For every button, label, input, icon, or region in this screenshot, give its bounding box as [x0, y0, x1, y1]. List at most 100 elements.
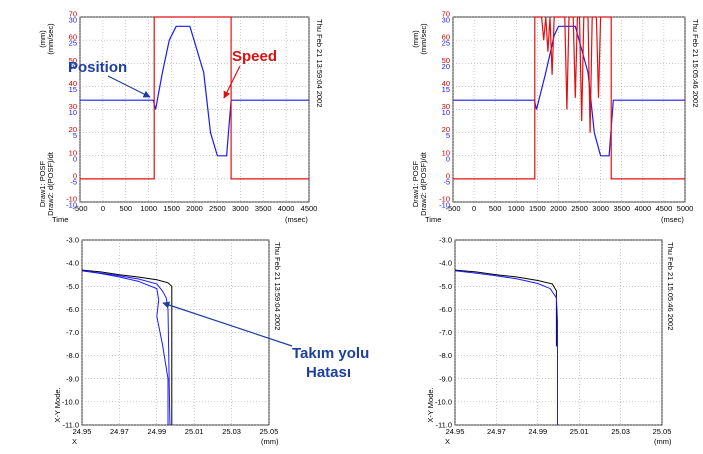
x-tick-label: 24.99: [147, 427, 166, 436]
x-tick-label: 25.03: [611, 427, 630, 436]
error-annotation-line2: Hatası: [306, 364, 351, 381]
series-line-speed: [453, 16, 685, 180]
x-tick-label: 25.03: [222, 427, 241, 436]
y-tick-label: -10.0: [62, 397, 79, 406]
x-tick-label: 25.05: [653, 427, 672, 436]
y-tick-label-position: 15: [69, 85, 77, 94]
x-axis-label: X: [72, 437, 77, 446]
plot-frame: [454, 239, 663, 426]
x-tick-label: 500: [120, 204, 133, 213]
x-tick-label: 4500: [301, 204, 318, 213]
x-tick-label: 2000: [550, 204, 567, 213]
position-arrow: [107, 75, 151, 98]
y-axis-draw1-label: Draw1: POSF: [411, 160, 420, 207]
y-tick-label-position: 30: [442, 16, 450, 25]
y-tick-label: -8.0: [439, 351, 452, 360]
x-tick-label: 4000: [278, 204, 295, 213]
y-axis-draw2-label: Draw2: d(POSF)/dt: [46, 151, 55, 216]
x-tick-label: 1000: [508, 204, 525, 213]
x-axis-label: Time: [52, 215, 68, 224]
y-tick-label-speed: -10: [439, 195, 450, 204]
timestamp: Thu Feb 21 13:59:04 2002: [315, 19, 324, 107]
x-tick-label: 2500: [571, 204, 588, 213]
y-tick-label: -4.0: [66, 259, 79, 268]
y-tick-label-position: -10: [66, 201, 77, 210]
y-tick-label: -7.0: [66, 328, 79, 337]
y-tick-label: -6.0: [66, 305, 79, 314]
y-tick-label-speed: 40: [442, 79, 450, 88]
y-tick-label-speed: 40: [69, 79, 77, 88]
y-tick-label-position: 25: [442, 39, 450, 48]
series-line-actual-2: [81, 270, 171, 426]
series-line-position: [80, 25, 309, 157]
x-tick-label: 3000: [592, 204, 609, 213]
chart-time-left: -500 0 500 1000 1500 2000 2500 3000 3500 4000 4500…: [38, 10, 324, 225]
x-tick-label: 3500: [613, 204, 630, 213]
y-tick-label-position: 0: [73, 154, 77, 163]
y-tick-label-position: 10: [69, 108, 77, 117]
x-tick-label: 4500: [656, 204, 673, 213]
x-tick-label: 0: [101, 204, 105, 213]
y-tick-label-speed: 0: [73, 171, 77, 180]
y-tick-label-position: -10: [439, 201, 450, 210]
x-axis-unit: (msec): [661, 215, 684, 224]
x-tick-label: 24.95: [446, 427, 465, 436]
y-tick-label: -11.0: [435, 421, 452, 430]
y-axis-unit-1: (mm): [411, 30, 420, 48]
y-tick-label: -10.0: [435, 397, 452, 406]
y-tick-label: -7.0: [439, 328, 452, 337]
x-tick-label: 24.97: [487, 427, 506, 436]
x-tick-label: 2500: [209, 204, 226, 213]
error-arrow: [162, 301, 293, 347]
x-tick-label: 500: [489, 204, 502, 213]
y-tick-label-speed: 50: [442, 56, 450, 65]
x-tick-label: 24.95: [73, 427, 92, 436]
y-tick-label-speed: 70: [69, 10, 77, 19]
series-line-actual: [454, 270, 558, 425]
speed-annotation: Speed: [232, 48, 277, 65]
x-tick-label: 24.97: [110, 427, 129, 436]
y-tick-label-speed: 50: [69, 56, 77, 65]
timestamp: Thu Feb 21 15:05:46 2002: [666, 242, 675, 330]
x-tick-label: 2000: [186, 204, 203, 213]
y-tick-label-position: -5: [70, 177, 77, 186]
x-tick-label: 3000: [232, 204, 249, 213]
y-tick-label: -3.0: [439, 236, 452, 245]
y-axis-unit-2: (mm/sec): [46, 23, 55, 55]
x-tick-label: 3500: [255, 204, 272, 213]
y-tick-label: -4.0: [439, 259, 452, 268]
x-tick-label: 1000: [140, 204, 157, 213]
series-line-actual: [81, 270, 169, 425]
y-tick-label: -5.0: [66, 282, 79, 291]
chart-time-right: -500 0 500 1000 1500 2000 2500 3000 3500 4000 4500…: [411, 10, 700, 225]
y-tick-label-position: 30: [69, 16, 77, 25]
x-axis-unit: (msec): [285, 215, 308, 224]
y-tick-label-position: 20: [69, 62, 77, 71]
speed-arrow: [223, 65, 241, 99]
y-tick-label-speed: 60: [442, 33, 450, 42]
series-line-position: [453, 25, 685, 157]
y-axis-unit-1: (mm): [38, 30, 47, 48]
y-tick-label-position: 25: [69, 39, 77, 48]
x-tick-label: 1500: [529, 204, 546, 213]
y-axis-draw1-label: Draw1: POSF: [38, 160, 47, 207]
timestamp: Thu Feb 21 15:05:46 2002: [691, 19, 700, 107]
x-tick-label: 1500: [163, 204, 180, 213]
chart-xy-right: 24.95 24.97 24.99 25.01 25.03 25.05 -3.0 -4.0 -5…: [426, 236, 675, 447]
y-tick-label: -9.0: [66, 374, 79, 383]
y-tick-label: -8.0: [66, 351, 79, 360]
x-axis-label: Time: [425, 215, 441, 224]
x-tick-label: 5000: [677, 204, 694, 213]
y-tick-label-speed: 70: [442, 10, 450, 19]
x-tick-label: -500: [445, 204, 460, 213]
y-axis-unit-2: (mm/sec): [419, 23, 428, 55]
y-tick-label-speed: 10: [69, 148, 77, 157]
y-tick-label-position: 5: [446, 131, 450, 140]
x-tick-label: 25.01: [570, 427, 589, 436]
x-tick-label: 25.01: [185, 427, 204, 436]
y-tick-label-speed: 0: [446, 171, 450, 180]
chart-xy-left: 24.95 24.97 24.99 25.01 25.03 25.05 -3.0 -4.0 -5…: [53, 236, 282, 447]
y-tick-label: -9.0: [439, 374, 452, 383]
y-tick-label-speed: 20: [69, 125, 77, 134]
